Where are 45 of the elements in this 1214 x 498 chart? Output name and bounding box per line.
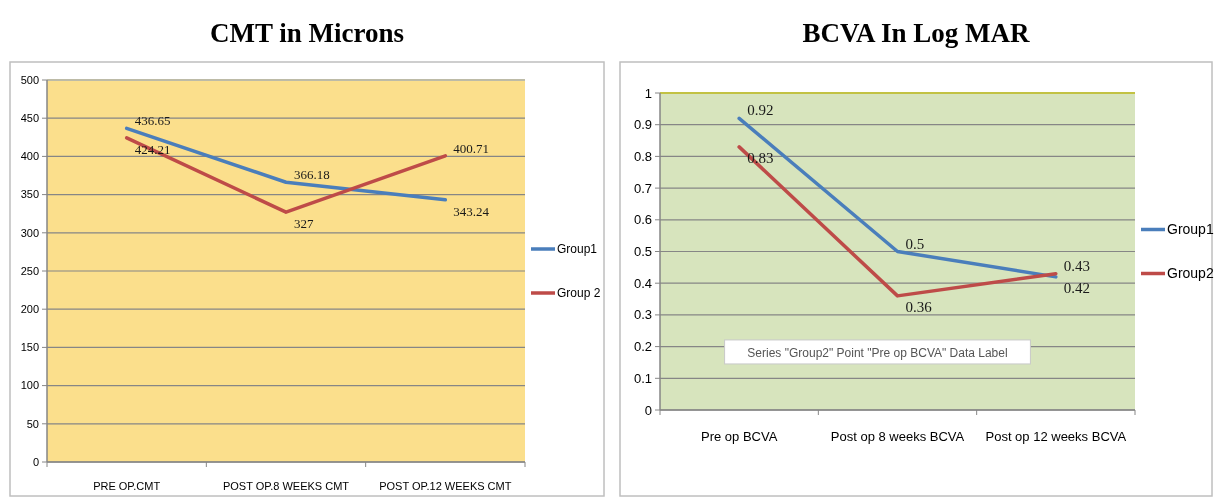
data-label: 0.36 bbox=[905, 298, 933, 315]
data-label: 0.92 bbox=[747, 102, 774, 119]
x-tick-label: Post op 8 weeks BCVA bbox=[830, 429, 965, 444]
legend-label: Group1 bbox=[557, 242, 598, 257]
x-tick-label: PRE OP.CMT bbox=[93, 480, 161, 492]
chart-title: BCVA In Log MAR bbox=[802, 18, 1030, 48]
data-label: 366.18 bbox=[294, 167, 330, 183]
x-tick-label: POST OP.12 WEEKS CMT bbox=[379, 480, 512, 492]
y-tick-label: 1 bbox=[644, 85, 652, 101]
y-tick-label: 150 bbox=[20, 341, 39, 354]
y-tick-label: 0.5 bbox=[633, 244, 652, 260]
y-tick-label: 0.7 bbox=[633, 180, 652, 196]
y-tick-label: 0.4 bbox=[633, 275, 652, 291]
y-tick-label: 250 bbox=[20, 264, 39, 277]
y-tick-label: 0.3 bbox=[633, 307, 652, 323]
x-tick-label: Post op 12 weeks BCVA bbox=[985, 429, 1127, 444]
y-tick-label: 350 bbox=[20, 188, 39, 201]
legend-label: Group2 bbox=[1167, 265, 1214, 282]
y-tick-label: 50 bbox=[26, 417, 39, 430]
y-tick-label: 300 bbox=[20, 226, 39, 239]
data-label: 343.24 bbox=[453, 203, 490, 219]
x-tick-label: POST OP.8 WEEKS CMT bbox=[222, 480, 350, 492]
legend-label: Group1 bbox=[1167, 221, 1214, 238]
y-tick-label: 0.8 bbox=[633, 148, 652, 164]
data-label: 0.42 bbox=[1063, 279, 1091, 296]
data-label: 436.65 bbox=[134, 113, 171, 129]
data-label: 400.71 bbox=[453, 140, 490, 156]
y-tick-label: 0.9 bbox=[633, 117, 652, 133]
y-tick-label: 0.2 bbox=[633, 339, 652, 355]
y-tick-label: 500 bbox=[20, 73, 39, 86]
y-tick-label: 0 bbox=[644, 402, 652, 418]
y-tick-label: 450 bbox=[20, 112, 39, 125]
y-tick-label: 200 bbox=[20, 303, 39, 316]
x-tick-label: Pre op BCVA bbox=[700, 429, 778, 444]
y-tick-label: 0 bbox=[32, 455, 39, 468]
data-label: 0.43 bbox=[1063, 257, 1091, 274]
data-label: 0.5 bbox=[905, 235, 925, 252]
y-tick-label: 100 bbox=[20, 379, 39, 392]
y-tick-label: 400 bbox=[20, 150, 39, 163]
chart-title: CMT in Microns bbox=[209, 18, 405, 48]
y-tick-label: 0.1 bbox=[633, 370, 652, 386]
annotation: Series "Group2" Point "Pre op BCVA" Data Label bbox=[747, 346, 1008, 361]
legend-label: Group 2 bbox=[557, 286, 601, 301]
data-label: 327 bbox=[294, 216, 314, 232]
y-tick-label: 0.6 bbox=[633, 212, 652, 228]
